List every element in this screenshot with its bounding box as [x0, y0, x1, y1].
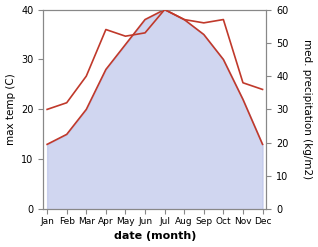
Y-axis label: med. precipitation (kg/m2): med. precipitation (kg/m2): [302, 39, 313, 180]
Y-axis label: max temp (C): max temp (C): [5, 74, 16, 145]
X-axis label: date (month): date (month): [114, 231, 196, 242]
